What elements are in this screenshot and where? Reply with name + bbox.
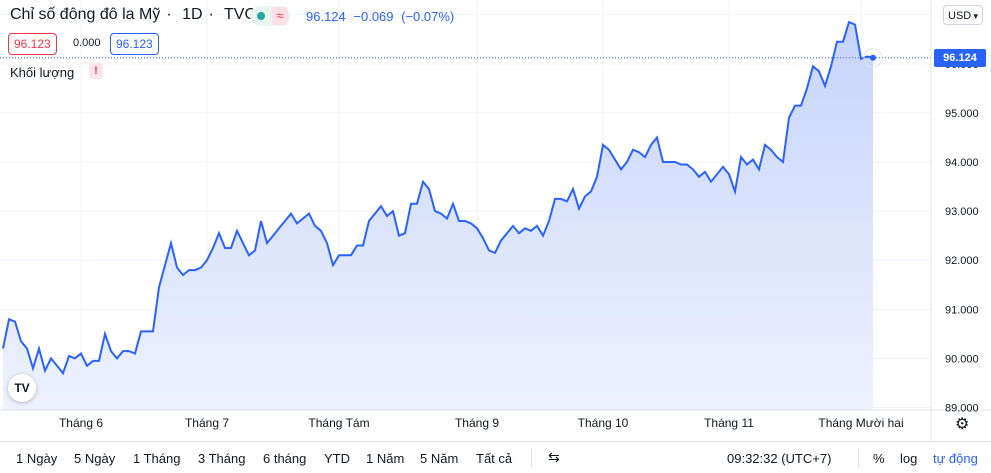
y-tick-label: 92.000 — [945, 255, 979, 267]
last-price-dot-halo — [863, 48, 883, 68]
last-price-dot — [870, 54, 876, 61]
chevron-down-icon: ▾ — [973, 11, 978, 21]
x-tick-label: Tháng 6 — [59, 416, 103, 430]
price-chart[interactable]: 89.000 90.000 91.000 92.000 93.000 94.000 95.0… — [0, 0, 991, 441]
x-tick-label: Tháng Tám — [308, 416, 369, 430]
x-tick-label: Tháng Mười hai — [818, 416, 903, 430]
y-tick-label: 90.000 — [945, 353, 979, 365]
y-tick-label: 91.000 — [945, 304, 979, 316]
x-tick-label: Tháng 7 — [185, 416, 229, 430]
price-area-fill — [3, 22, 873, 410]
ask-price-box[interactable]: 96.123 — [110, 33, 159, 55]
bottom-toolbar: 1 Ngày 5 Ngày 1 Tháng 3 Tháng 6 tháng YT… — [0, 441, 991, 473]
x-tick-label: Tháng 11 — [704, 416, 754, 430]
period-1y[interactable]: 1 Năm — [366, 451, 405, 466]
period-5d[interactable]: 5 Ngày — [74, 451, 116, 466]
percent-scale-toggle[interactable]: % — [873, 451, 885, 466]
toolbar-divider — [531, 448, 532, 468]
market-open-dot-icon — [257, 12, 265, 20]
price-change: −0.069 — [353, 9, 394, 24]
last-price: 96.124 — [306, 9, 346, 24]
price-change-percent: (−0.07%) — [401, 9, 455, 24]
volume-warning-icon[interactable]: ! — [89, 63, 103, 79]
currency-label: USD — [948, 10, 972, 22]
spread-value: 0.000 — [73, 37, 101, 49]
period-6m[interactable]: 6 tháng — [263, 451, 307, 466]
symbol-interval: 1D — [182, 6, 203, 23]
auto-scale-toggle[interactable]: tự động — [933, 451, 978, 466]
volume-indicator-label[interactable]: Khối lượng — [10, 65, 75, 80]
tradingview-logo-icon[interactable]: TV — [8, 374, 36, 402]
period-5y[interactable]: 5 Năm — [420, 451, 459, 466]
period-1d[interactable]: 1 Ngày — [16, 451, 58, 466]
market-status-pill[interactable]: ≈ — [250, 6, 290, 26]
y-tick-label: 89.000 — [945, 403, 979, 415]
x-tick-label: Tháng 9 — [455, 416, 499, 430]
period-ytd[interactable]: YTD — [324, 451, 350, 466]
price-line — [2, 20, 874, 376]
symbol-title[interactable]: Chỉ số đông đô la Mỹ · 1D · TVC — [10, 6, 257, 23]
calendar-range-icon[interactable]: ⇆ — [548, 449, 560, 465]
quote-summary: 96.124 −0.069 (−0.07%) — [306, 9, 458, 24]
clock-time[interactable]: 09:32:32 (UTC+7) — [727, 451, 832, 466]
gear-icon[interactable]: ⚙ — [955, 416, 970, 433]
log-scale-toggle[interactable]: log — [900, 451, 918, 466]
period-1m[interactable]: 1 Tháng — [133, 451, 181, 466]
currency-select[interactable]: USD ▾ — [943, 5, 983, 25]
symbol-name: Chỉ số đông đô la Mỹ — [10, 6, 161, 23]
y-tick-label: 95.000 — [945, 108, 979, 120]
y-tick-label: 93.000 — [945, 206, 979, 218]
period-all[interactable]: Tất cả — [476, 451, 513, 466]
bid-price-box[interactable]: 96.123 — [8, 33, 57, 55]
last-price-scale-label: 96.124 — [934, 48, 986, 67]
period-3m[interactable]: 3 Tháng — [198, 451, 246, 466]
y-tick-label: 94.000 — [945, 157, 979, 169]
time-scale: Tháng 6 Tháng 7 Tháng Tám Tháng 9 Tháng 10 Th… — [59, 416, 904, 430]
toolbar-divider — [858, 448, 859, 468]
symbol-exchange: TVC — [224, 6, 257, 23]
price-scale: 89.000 90.000 91.000 92.000 93.000 94.000 95.0… — [945, 10, 979, 415]
delayed-data-icon: ≈ — [272, 7, 288, 25]
x-tick-label: Tháng 10 — [578, 416, 629, 430]
